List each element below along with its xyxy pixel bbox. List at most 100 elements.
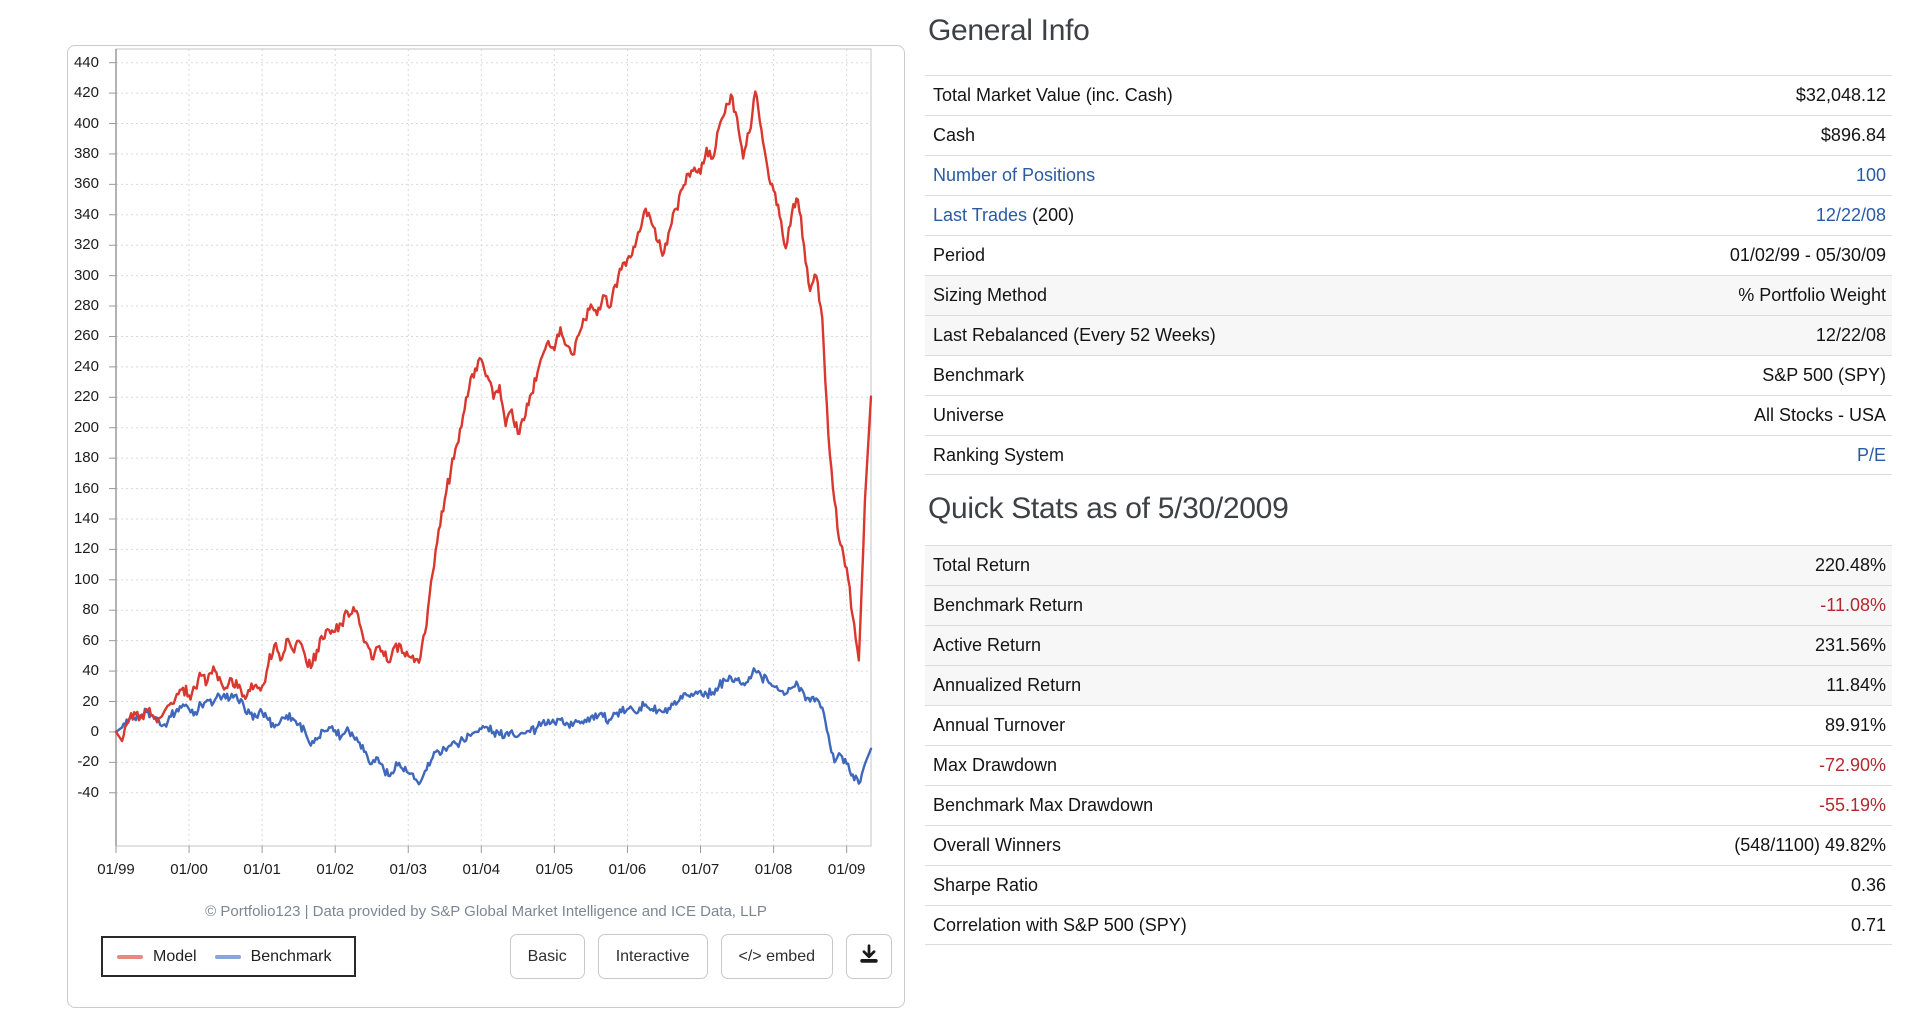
- quick-stats-row-label: Sharpe Ratio: [933, 875, 1039, 895]
- general-info-row-value: $32,048.12: [1795, 85, 1886, 105]
- general-info-row-value: 12/22/08: [1815, 325, 1886, 345]
- general-info-row: Ranking System P/E: [925, 435, 1892, 475]
- quick-stats-row-value: 89.91%: [1824, 715, 1886, 735]
- y-tick-label: 100: [73, 570, 99, 588]
- general-info-title: General Info: [928, 14, 1090, 47]
- embed-button[interactable]: </> embed: [720, 934, 833, 979]
- legend-label: Benchmark: [250, 947, 332, 965]
- y-tick-label: 320: [73, 236, 99, 254]
- y-tick-label: 40: [82, 662, 99, 680]
- y-tick-label: -40: [77, 783, 99, 801]
- interactive-view-button[interactable]: Interactive: [597, 934, 708, 979]
- download-icon: [858, 943, 880, 970]
- quick-stats-row: Annual Turnover 89.91%: [925, 705, 1892, 745]
- y-tick-label: 140: [73, 509, 99, 527]
- quick-stats-row-value: -55.19%: [1818, 795, 1886, 815]
- general-info-row-value[interactable]: 100: [1855, 165, 1886, 185]
- data-attribution: © Portfolio123 | Data provided by S&P Gl…: [205, 903, 767, 920]
- quick-stats-row-label: Benchmark Max Drawdown: [933, 795, 1154, 815]
- y-tick-label: 80: [82, 601, 99, 619]
- y-tick-label: 120: [73, 540, 99, 558]
- x-tick-label: 01/00: [170, 861, 208, 878]
- general-info-row-label: Ranking System: [933, 444, 1065, 465]
- general-info-row: Period 01/02/99 - 05/30/09: [925, 235, 1892, 275]
- x-tick-label: 01/02: [316, 861, 354, 878]
- y-tick-label: 420: [73, 84, 99, 102]
- y-tick-label: 280: [73, 297, 99, 315]
- x-tick-label: 01/08: [754, 861, 793, 878]
- quick-stats-row: Overall Winners (548/1100) 49.82%: [925, 825, 1892, 865]
- y-tick-label: 60: [82, 631, 99, 649]
- general-info-row-value: All Stocks - USA: [1753, 405, 1886, 425]
- quick-stats-row-label: Annual Turnover: [933, 715, 1066, 735]
- quick-stats-row: Correlation with S&P 500 (SPY) 0.71: [925, 905, 1892, 945]
- y-tick-label: -20: [77, 753, 99, 771]
- y-tick-label: 160: [73, 479, 99, 497]
- quick-stats-row-value: 0.71: [1850, 914, 1886, 935]
- y-tick-label: 300: [73, 266, 99, 284]
- x-tick-label: 01/09: [827, 861, 866, 878]
- x-tick-label: 01/03: [389, 861, 428, 878]
- general-info-row-label: Cash: [933, 125, 976, 145]
- general-info-label-link[interactable]: Number of Positions: [933, 165, 1096, 185]
- y-tick-label: 240: [73, 357, 99, 375]
- x-tick-label: 01/04: [462, 861, 501, 878]
- y-tick-label: 200: [73, 418, 99, 436]
- download-button[interactable]: [846, 934, 892, 979]
- quick-stats-row-label: Max Drawdown: [933, 755, 1058, 775]
- general-info-row-value: $896.84: [1820, 125, 1886, 145]
- y-tick-label: 260: [73, 327, 99, 345]
- quick-stats-row-label: Annualized Return: [933, 675, 1082, 695]
- quick-stats-row: Benchmark Max Drawdown -55.19%: [925, 785, 1892, 825]
- quick-stats-row-label: Active Return: [933, 635, 1042, 655]
- quick-stats-row: Benchmark Return -11.08%: [925, 585, 1892, 625]
- general-info-row: Last Trades (200) 12/22/08: [925, 195, 1892, 235]
- quick-stats-row-value: -72.90%: [1818, 755, 1886, 775]
- general-info-row-label: Universe: [933, 405, 1005, 425]
- general-info-row-value[interactable]: P/E: [1856, 444, 1886, 465]
- quick-stats-row-value: 231.56%: [1814, 635, 1886, 655]
- general-info-label-suffix: (200): [1027, 205, 1075, 225]
- quick-stats-row-label: Overall Winners: [933, 835, 1062, 855]
- x-tick-label: 01/07: [681, 861, 720, 878]
- quick-stats-row-label: Correlation with S&P 500 (SPY): [933, 914, 1187, 935]
- quick-stats-row: Max Drawdown -72.90%: [925, 745, 1892, 785]
- chart-toolbar: Basic Interactive </> embed: [509, 934, 892, 979]
- general-info-row-label: Benchmark: [933, 365, 1025, 385]
- model-legend-swatch: [117, 954, 143, 959]
- quick-stats-row: Sharpe Ratio 0.36: [925, 865, 1892, 905]
- y-tick-label: 400: [73, 114, 99, 132]
- model-series-line: [114, 90, 873, 743]
- general-info-row-value[interactable]: 12/22/08: [1815, 205, 1886, 225]
- y-tick-label: 340: [73, 205, 99, 223]
- general-info-table: Total Market Value (inc. Cash) $32,048.12…: [925, 75, 1892, 475]
- quick-stats-row-value: -11.08%: [1820, 595, 1886, 615]
- quick-stats-row-value: 220.48%: [1814, 555, 1886, 575]
- general-info-row: Benchmark S&P 500 (SPY): [925, 355, 1892, 395]
- quick-stats-row-value: 0.36: [1850, 875, 1886, 895]
- y-tick-label: 440: [73, 53, 99, 71]
- x-tick-label: 01/99: [97, 861, 135, 878]
- performance-chart: [109, 48, 873, 853]
- general-info-row-value: % Portfolio Weight: [1738, 285, 1886, 305]
- x-tick-label: 01/06: [608, 861, 647, 878]
- quick-stats-row-label: Benchmark Return: [933, 595, 1084, 615]
- quick-stats-row-value: (548/1100) 49.82%: [1734, 835, 1886, 855]
- y-tick-label: 20: [82, 692, 99, 710]
- y-tick-label: 360: [73, 175, 99, 193]
- general-info-row-label: Last Rebalanced (Every 52 Weeks): [933, 325, 1216, 345]
- x-tick-label: 01/01: [243, 861, 281, 878]
- y-tick-label: 180: [73, 449, 99, 467]
- chart-legend: Model Benchmark: [101, 936, 356, 977]
- basic-view-button[interactable]: Basic: [509, 934, 585, 979]
- general-info-row-label: Number of Positions: [925, 165, 1095, 186]
- general-info-row: Total Market Value (inc. Cash) $32,048.12: [925, 75, 1892, 115]
- general-info-row-label: Period: [933, 245, 986, 265]
- quick-stats-row-value: 11.84%: [1826, 675, 1886, 695]
- general-info-label-link[interactable]: Last Trades: [933, 205, 1028, 225]
- quick-stats-row-label: Total Return: [933, 555, 1031, 575]
- legend-label: Model: [153, 947, 197, 965]
- general-info-row: Number of Positions 100: [925, 155, 1892, 195]
- general-info-row-label: Total Market Value (inc. Cash): [933, 85, 1173, 105]
